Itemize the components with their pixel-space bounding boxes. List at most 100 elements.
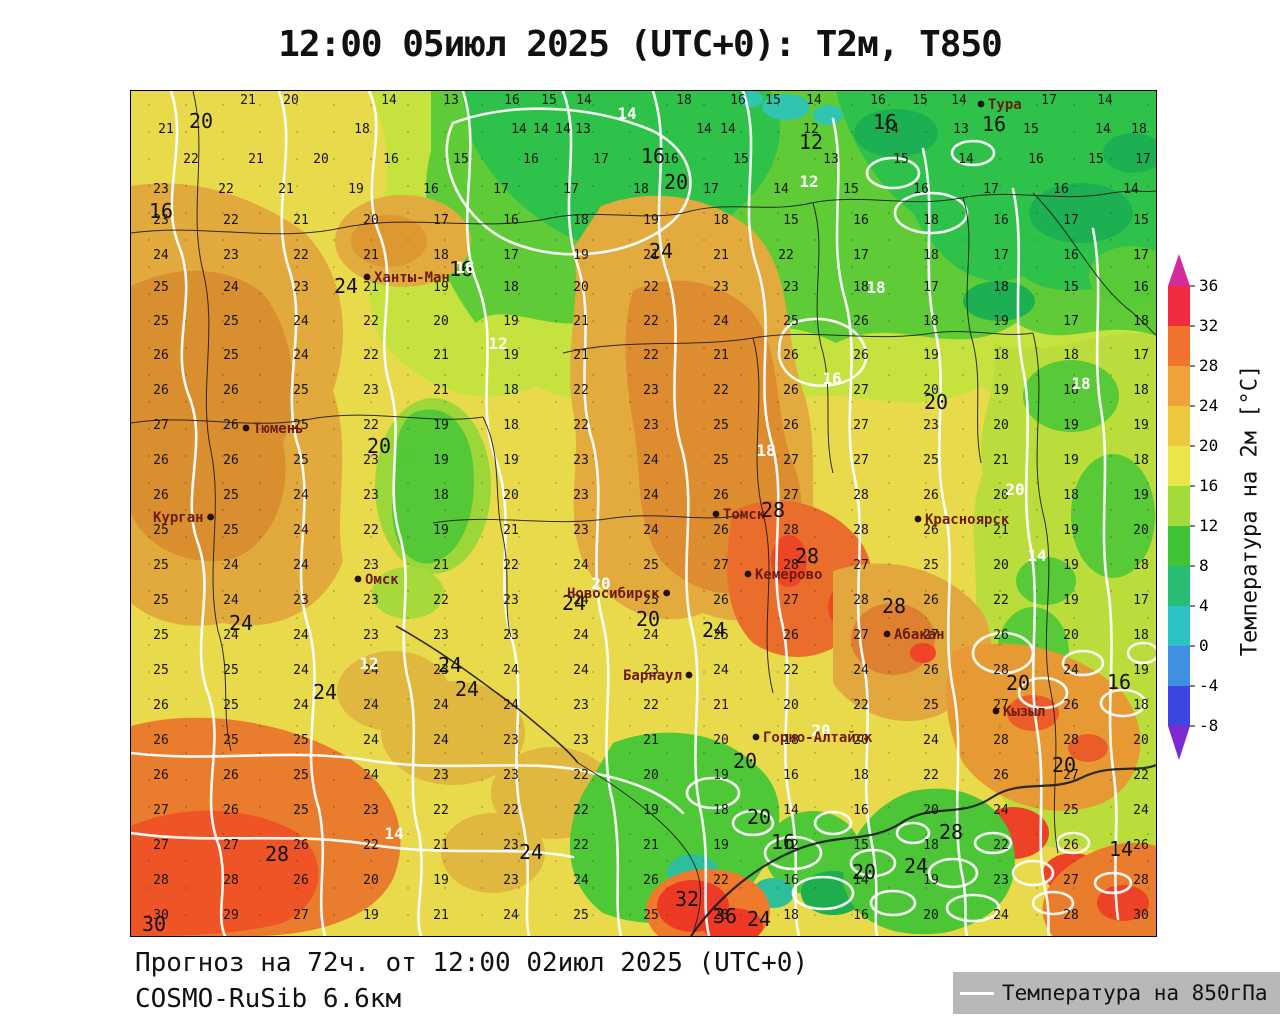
graticule-dot bbox=[666, 212, 668, 214]
temp-value: 26 bbox=[783, 348, 799, 363]
graticule-dot bbox=[925, 374, 927, 376]
isotherm-label: 30 bbox=[142, 912, 166, 936]
temp-value: 23 bbox=[433, 768, 449, 783]
graticule-dot bbox=[185, 563, 187, 565]
temp-value: 20 bbox=[923, 908, 939, 923]
graticule-dot bbox=[148, 455, 150, 457]
graticule-dot bbox=[814, 563, 816, 565]
graticule-dot bbox=[777, 644, 779, 646]
temp-value: 18 bbox=[783, 733, 799, 748]
temp-value: 22 bbox=[433, 803, 449, 818]
graticule-dot bbox=[444, 428, 446, 430]
graticule-dot bbox=[962, 401, 964, 403]
graticule-dot bbox=[555, 104, 557, 106]
temp-value: 26 bbox=[153, 768, 169, 783]
graticule-dot bbox=[629, 752, 631, 754]
graticule-dot bbox=[629, 212, 631, 214]
graticule-dot bbox=[222, 212, 224, 214]
colorbar-tick-label: 28 bbox=[1199, 356, 1218, 375]
graticule-dot bbox=[999, 104, 1001, 106]
temp-value: 17 bbox=[1063, 213, 1079, 228]
colorbar-axis-label: Температура на 2м [°C] bbox=[1237, 364, 1263, 657]
temp-value: 14 bbox=[696, 122, 712, 137]
temp-value: 25 bbox=[643, 908, 659, 923]
temp-value: 14 bbox=[951, 93, 967, 108]
graticule-dot bbox=[481, 860, 483, 862]
graticule-dot bbox=[629, 833, 631, 835]
graticule-dot bbox=[888, 536, 890, 538]
temp-value: 20 bbox=[853, 733, 869, 748]
temp-value: 28 bbox=[783, 558, 799, 573]
graticule-dot bbox=[962, 671, 964, 673]
temp-value: 24 bbox=[643, 628, 659, 643]
graticule-dot bbox=[999, 887, 1001, 889]
graticule-dot bbox=[333, 185, 335, 187]
graticule-dot bbox=[148, 158, 150, 160]
graticule-dot bbox=[777, 752, 779, 754]
temp-value: 27 bbox=[853, 628, 869, 643]
graticule-dot bbox=[962, 617, 964, 619]
graticule-dot bbox=[962, 266, 964, 268]
graticule-dot bbox=[740, 293, 742, 295]
graticule-dot bbox=[666, 887, 668, 889]
temp-value: 18 bbox=[676, 93, 692, 108]
temp-value: 16 bbox=[1063, 248, 1079, 263]
temp-value: 16 bbox=[783, 873, 799, 888]
graticule-dot bbox=[148, 266, 150, 268]
graticule-dot bbox=[851, 239, 853, 241]
graticule-dot bbox=[407, 590, 409, 592]
temp-value: 19 bbox=[433, 523, 449, 538]
graticule-dot bbox=[185, 428, 187, 430]
temp-value: 22 bbox=[993, 593, 1009, 608]
graticule-dot bbox=[1073, 158, 1075, 160]
graticule-dot bbox=[592, 293, 594, 295]
graticule-dot bbox=[370, 590, 372, 592]
graticule-dot bbox=[999, 428, 1001, 430]
temp-value: 20 bbox=[993, 418, 1009, 433]
graticule-dot bbox=[703, 347, 705, 349]
graticule-dots bbox=[148, 104, 1149, 916]
t850-contour-label: 18 bbox=[866, 278, 885, 297]
temp-value: 19 bbox=[923, 873, 939, 888]
temp-value: 23 bbox=[783, 280, 799, 295]
graticule-dot bbox=[1036, 914, 1038, 916]
temp-value: 21 bbox=[573, 348, 589, 363]
graticule-dot bbox=[888, 833, 890, 835]
city-marker-dot bbox=[744, 570, 752, 578]
graticule-dot bbox=[222, 833, 224, 835]
graticule-dot bbox=[407, 185, 409, 187]
graticule-dot bbox=[925, 752, 927, 754]
graticule-dot bbox=[1110, 347, 1112, 349]
graticule-dot bbox=[703, 185, 705, 187]
graticule-dot bbox=[962, 158, 964, 160]
temp-value: 27 bbox=[853, 453, 869, 468]
temp-value: 25 bbox=[923, 453, 939, 468]
graticule-dot bbox=[851, 833, 853, 835]
temp-value: 24 bbox=[713, 663, 729, 678]
graticule-dot bbox=[444, 401, 446, 403]
temp-value: 25 bbox=[293, 768, 309, 783]
isotherm-label: 20 bbox=[1006, 671, 1030, 695]
temp-value: 28 bbox=[713, 908, 729, 923]
graticule-dot bbox=[629, 914, 631, 916]
graticule-dot bbox=[518, 455, 520, 457]
t850-contour-label: 14 bbox=[1027, 546, 1046, 565]
graticule-dot bbox=[296, 536, 298, 538]
graticule-dot bbox=[444, 374, 446, 376]
temp-value: 26 bbox=[293, 873, 309, 888]
graticule-dot bbox=[222, 590, 224, 592]
temp-value: 26 bbox=[923, 593, 939, 608]
graticule-dot bbox=[814, 671, 816, 673]
graticule-dot bbox=[925, 455, 927, 457]
temp-value: 18 bbox=[1133, 698, 1149, 713]
graticule-dot bbox=[444, 239, 446, 241]
graticule-dot bbox=[703, 590, 705, 592]
isotherm-label: 20 bbox=[664, 170, 688, 194]
isotherm-label: 24 bbox=[649, 239, 673, 263]
isotherm-label: 16 bbox=[1107, 670, 1131, 694]
graticule-dot bbox=[481, 455, 483, 457]
temp-value: 28 bbox=[1133, 873, 1149, 888]
graticule-dot bbox=[259, 671, 261, 673]
isotherm-label: 16 bbox=[982, 112, 1006, 136]
temp-value: 15 bbox=[912, 93, 928, 108]
